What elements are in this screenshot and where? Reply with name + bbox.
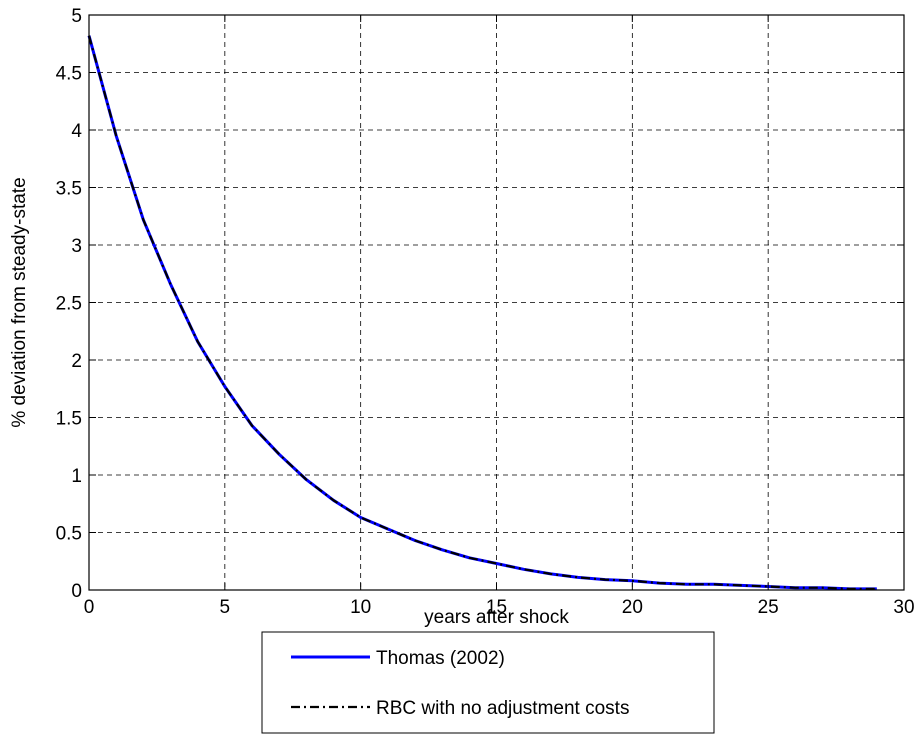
y-axis-label: % deviation from steady-state [9,177,30,427]
x-axis-label: years after shock [424,607,569,628]
series-line-thomas [87,35,877,591]
y-tick-label: 5 [71,6,82,27]
x-tick-label: 5 [220,597,231,618]
legend-box [261,631,715,734]
x-tick-label: 30 [893,597,914,618]
y-tick-label: 2.5 [56,294,82,315]
y-tick-label: 3 [71,236,82,257]
y-tick-label: 1.5 [56,409,82,430]
legend-label-thomas: Thomas (2002) [376,648,505,669]
y-tick-label: 0.5 [56,524,82,545]
grid-lines [89,15,904,590]
legend-label-rbc: RBC with no adjustment costs [376,698,629,719]
x-tick-label: 10 [350,597,371,618]
y-tick-label: 2 [71,351,82,372]
x-tick-label: 20 [622,597,643,618]
y-tick-label: 4.5 [56,64,82,85]
series-line-rbc [87,35,877,591]
x-tick-label: 15 [486,597,507,618]
axis-ticks: 0 5 10 15 20 25 30 0 0.5 1 1.5 2 2.5 3 3.5 4 4.5 5 [56,6,915,618]
x-tick-label: 25 [758,597,779,618]
legend: Thomas (2002) RBC with no adjustment cos… [261,631,715,734]
y-tick-label: 4 [71,121,82,142]
y-tick-label: 1 [71,466,82,487]
y-tick-label: 0 [71,581,82,602]
series-lines [87,35,877,591]
y-tick-label: 3.5 [56,179,82,200]
x-tick-label: 0 [84,597,95,618]
